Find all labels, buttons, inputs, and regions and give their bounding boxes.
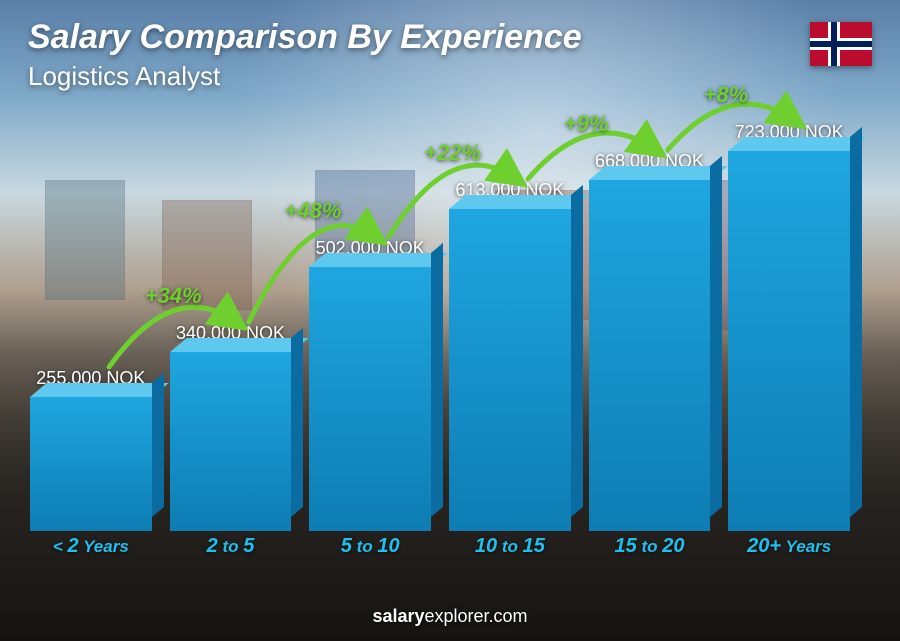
bar-3d	[589, 180, 711, 531]
flag-cross-h-inner	[810, 41, 872, 47]
bar-front-face	[309, 267, 431, 531]
arc-label-4: +8%	[704, 82, 749, 108]
bar-front-face	[589, 180, 711, 531]
bar-front-face	[449, 209, 571, 531]
x-label-5: 20+ Years	[728, 535, 850, 571]
x-label-1: 2 to 5	[170, 535, 292, 571]
footer: salaryexplorer.com	[0, 606, 900, 627]
bar-front-face	[30, 397, 152, 531]
bar-1: 340,000 NOK	[170, 323, 292, 531]
bar-5: 723,000 NOK	[728, 122, 850, 531]
bar-3d	[309, 267, 431, 531]
bar-3d	[170, 352, 292, 531]
bar-side-face	[710, 156, 722, 517]
chart-subtitle: Logistics Analyst	[28, 61, 582, 92]
bar-top-face	[589, 166, 727, 180]
bar-side-face	[571, 185, 583, 517]
arc-label-2: +22%	[424, 140, 481, 166]
bar-side-face	[291, 328, 303, 517]
x-label-2: 5 to 10	[309, 535, 431, 571]
bar-side-face	[152, 373, 164, 517]
header: Salary Comparison By Experience Logistic…	[28, 18, 872, 92]
bar-top-face	[30, 383, 168, 397]
footer-brand-bold: salary	[372, 606, 424, 626]
arc-label-1: +48%	[285, 198, 342, 224]
bar-0: 255,000 NOK	[30, 368, 152, 531]
flag-norway	[810, 22, 872, 66]
bar-top-face	[170, 338, 308, 352]
bar-top-face	[728, 137, 866, 151]
arc-label-0: +34%	[145, 283, 202, 309]
bar-side-face	[431, 243, 443, 517]
chart-area: 255,000 NOK340,000 NOK502,000 NOK613,000…	[30, 120, 850, 571]
bar-front-face	[728, 151, 850, 531]
bar-3: 613,000 NOK	[449, 180, 571, 531]
bar-3d	[728, 151, 850, 531]
x-label-4: 15 to 20	[589, 535, 711, 571]
bar-top-face	[309, 253, 447, 267]
titles: Salary Comparison By Experience Logistic…	[28, 18, 582, 92]
chart-title: Salary Comparison By Experience	[28, 18, 582, 57]
bar-top-face	[449, 195, 587, 209]
x-label-0: < 2 Years	[30, 535, 152, 571]
x-labels: < 2 Years 2 to 5 5 to 10 10 to 15 15 to 20 20…	[30, 535, 850, 571]
bar-4: 668,000 NOK	[589, 151, 711, 531]
bar-side-face	[850, 127, 862, 517]
bar-3d	[30, 397, 152, 531]
footer-brand-rest: explorer.com	[425, 606, 528, 626]
bar-3d	[449, 209, 571, 531]
flag-cross-v-inner	[831, 22, 837, 66]
arc-label-3: +9%	[564, 111, 609, 137]
bars-container: 255,000 NOK340,000 NOK502,000 NOK613,000…	[30, 120, 850, 531]
bar-front-face	[170, 352, 292, 531]
bar-2: 502,000 NOK	[309, 238, 431, 531]
x-label-3: 10 to 15	[449, 535, 571, 571]
